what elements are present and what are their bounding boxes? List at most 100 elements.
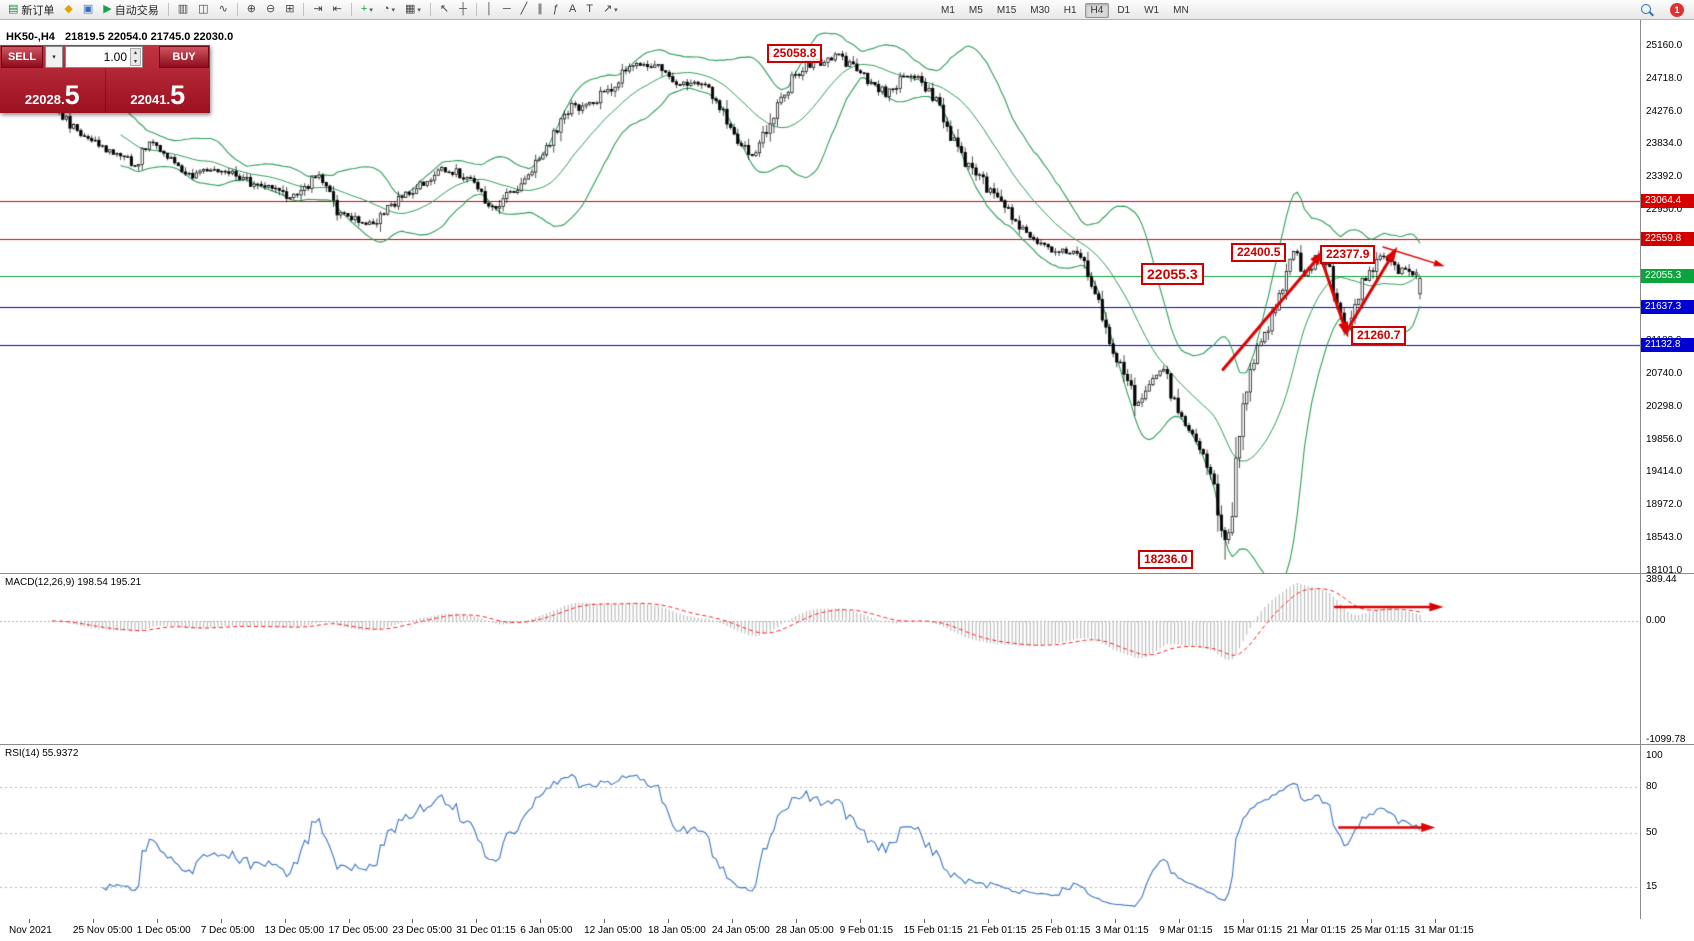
- time-axis-label: 24 Jan 05:00: [711, 925, 770, 936]
- time-axis-label: 15 Feb 01:15: [903, 925, 963, 936]
- time-axis-tick: [348, 919, 350, 923]
- time-axis-tick: [604, 919, 606, 923]
- time-axis-tick: [92, 919, 94, 923]
- candlestick-chart-icon[interactable]: ◫: [198, 3, 209, 15]
- main-chart-canvas[interactable]: [0, 20, 1640, 573]
- timeframe-m5[interactable]: M5: [968, 4, 983, 16]
- text-icon[interactable]: A: [568, 3, 577, 15]
- toolbar-separator: [475, 3, 477, 16]
- toolbar-separator: [303, 3, 305, 16]
- time-axis-label: 25 Mar 01:15: [1350, 925, 1410, 936]
- accounts-icon[interactable]: ▣: [82, 3, 94, 15]
- indicators-button[interactable]: + ▾: [360, 3, 373, 15]
- time-axis-tick: [923, 919, 925, 923]
- horizontal-line-icon[interactable]: ─: [502, 3, 511, 15]
- timeframe-mn[interactable]: MN: [1173, 4, 1189, 16]
- buy-price[interactable]: 22041. 5: [104, 68, 211, 112]
- sell-button[interactable]: SELL: [1, 46, 43, 68]
- price-line-tag: 23064.4: [1641, 194, 1694, 209]
- price-callout: 22377.9: [1320, 245, 1376, 264]
- vertical-line-icon[interactable]: │: [485, 3, 493, 15]
- zoom-out-icon[interactable]: ⊖: [266, 3, 276, 15]
- symbol-ohlc-label: HK50-,H4 21819.5 22054.0 21745.0 22030.0: [6, 31, 240, 43]
- time-axis-label: 25 Nov 05:00: [72, 925, 133, 936]
- timeframe-group: M1 M5 M15 M30 H1 H4 D1 W1 MN: [934, 1, 1196, 19]
- time-axis-tick: [156, 919, 158, 923]
- macd-indicator-canvas[interactable]: [0, 573, 1640, 744]
- chart-shift-icon[interactable]: ⇤: [332, 3, 342, 15]
- toolbar-separator: [167, 3, 169, 16]
- arrows-tool-button[interactable]: ↗ ▾: [602, 3, 618, 15]
- time-axis-label: 17 Dec 05:00: [328, 925, 389, 936]
- rsi-axis-label: 100: [1646, 750, 1663, 761]
- autotrade-button[interactable]: ▶ 自动交易: [103, 3, 159, 17]
- volume-dropdown-button[interactable]: ▾: [45, 46, 63, 68]
- crosshair-icon[interactable]: ┼: [459, 3, 467, 15]
- volume-stepper[interactable]: ▴ ▾: [130, 48, 141, 66]
- time-axis-label: 3 Mar 01:15: [1095, 925, 1149, 936]
- price-line-tag: 21132.8: [1641, 337, 1694, 352]
- price-axis-label: 24718.0: [1646, 72, 1683, 84]
- time-axis-tick: [1243, 919, 1245, 923]
- templates-button[interactable]: ▦ ▾: [405, 3, 421, 15]
- time-axis-label: 1 Dec 05:00: [136, 925, 191, 936]
- rsi-label: RSI(14) 55.9372: [5, 748, 79, 759]
- time-axis-tick: [987, 919, 989, 923]
- volume-input[interactable]: [65, 46, 143, 68]
- timeframe-m30[interactable]: M30: [1030, 4, 1050, 16]
- rsi-indicator-canvas[interactable]: [0, 744, 1640, 919]
- price-line-tag: 22055.3: [1641, 269, 1694, 284]
- notification-badge[interactable]: 1: [1670, 3, 1684, 17]
- toolbar-right: 1: [1640, 0, 1684, 20]
- time-axis-tick: [668, 919, 669, 923]
- channel-icon[interactable]: ∥: [537, 3, 543, 15]
- macd-axis-label: -1099.78: [1646, 734, 1686, 745]
- auto-scroll-icon[interactable]: ⇥: [313, 3, 323, 15]
- time-axis-label: 12 Jan 05:00: [584, 925, 642, 936]
- periods-button[interactable]: ◔ ▾: [382, 3, 395, 15]
- line-chart-icon[interactable]: ∿: [218, 3, 228, 15]
- timeframe-w1[interactable]: W1: [1144, 4, 1160, 16]
- caret-down-icon: ▾: [369, 6, 373, 14]
- toolbar: ▤ 新订单 ◆ ▣ ▶ 自动交易 ▥ ◫ ∿ ⊕ ⊖ ⊞ ⇥ ⇤ + ▾ ◔ ▾ ▦ ▾ ↖ ┼ │ ─ ╱ ∥ ƒ A T ↗ ▾ M1 M…: [0, 0, 1694, 20]
- time-axis-tick: [220, 919, 222, 923]
- sell-price[interactable]: 22028. 5: [24, 80, 80, 111]
- time-axis-label: 18 Jan 05:00: [648, 925, 706, 936]
- price-callout: 18236.0: [1138, 550, 1194, 569]
- time-axis-tick: [1051, 919, 1053, 923]
- price-axis-label: 18101.0: [1646, 564, 1683, 576]
- time-axis-label: 13 Dec 05:00: [264, 925, 325, 936]
- megaphone-icon[interactable]: ◆: [64, 3, 73, 15]
- time-axis: Nov 2021 25 Nov 05:00 1 Dec 05:00 7 Dec 05:…: [0, 919, 1694, 941]
- price-axis-label: 20298.0: [1646, 400, 1683, 412]
- price-line-tag: 21637.3: [1641, 300, 1694, 315]
- toolbar-separator: [429, 3, 431, 16]
- label-icon[interactable]: T: [586, 3, 593, 15]
- timeframe-m1[interactable]: M1: [941, 4, 955, 16]
- zoom-in-icon[interactable]: ⊕: [246, 3, 256, 15]
- trendline-icon[interactable]: ╱: [520, 3, 528, 15]
- timeframe-h4[interactable]: H4: [1084, 2, 1110, 18]
- buy-button[interactable]: BUY: [159, 46, 209, 68]
- search-icon[interactable]: [1640, 3, 1654, 17]
- caret-down-icon: ▾: [52, 54, 56, 61]
- time-axis-label: 7 Dec 05:00: [200, 925, 255, 936]
- price-axis-label: 23834.0: [1646, 138, 1683, 150]
- new-order-button[interactable]: ▤ 新订单: [8, 3, 55, 17]
- fibonacci-icon[interactable]: ƒ: [552, 3, 559, 15]
- price-axis-label: 24276.0: [1646, 105, 1683, 117]
- timeframe-d1[interactable]: D1: [1117, 4, 1131, 16]
- tile-windows-icon[interactable]: ⊞: [285, 3, 295, 15]
- bar-chart-icon[interactable]: ▥: [177, 3, 189, 15]
- caret-down-icon: ▾: [614, 6, 618, 14]
- ohlc-values: 21819.5 22054.0 21745.0 22030.0: [64, 31, 234, 43]
- caret-up-icon: ▴: [133, 50, 137, 56]
- timeframe-m15[interactable]: M15: [996, 4, 1017, 16]
- time-axis-tick: [29, 919, 30, 923]
- cursor-icon[interactable]: ↖: [439, 3, 450, 15]
- timeframe-h1[interactable]: H1: [1063, 4, 1077, 16]
- rsi-axis-label: 15: [1646, 880, 1658, 892]
- macd-axis-label: 0.00: [1646, 615, 1666, 626]
- trade-panel-controls: SELL ▾ ▴ ▾ BUY: [0, 45, 210, 68]
- price-axis-label: 18972.0: [1646, 499, 1683, 511]
